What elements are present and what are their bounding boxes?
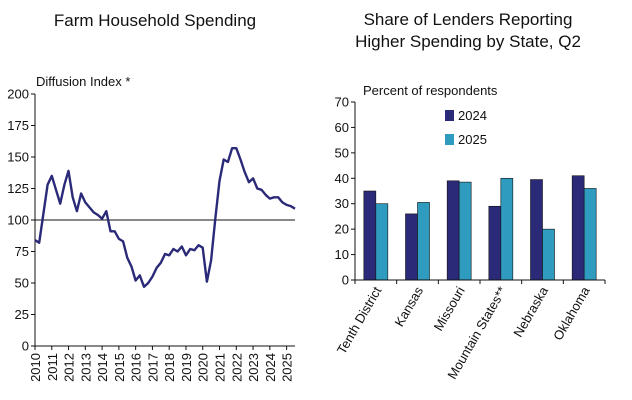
y-tick-label: 0 xyxy=(22,339,29,354)
bar-chart-title-line-2: Higher Spending by State, Q2 xyxy=(355,32,581,51)
y-tick-label: 200 xyxy=(7,87,29,102)
line-chart-x-axis: 2010 2011 2012 2013 2014 2015 2016 2017 2018 2019… xyxy=(28,345,295,382)
x-tick-label: 2017 xyxy=(145,353,160,382)
x-tick-label: 2024 xyxy=(263,353,278,382)
bar-2024-kansas xyxy=(405,213,418,281)
y-tick-label: 30 xyxy=(335,196,349,211)
x-tick-label: 2014 xyxy=(95,353,110,382)
y-tick-label: 20 xyxy=(335,222,349,237)
bar-2024-oklahoma xyxy=(571,175,585,281)
category-label: Nebraska xyxy=(510,283,551,339)
line-chart-ylabel: Diffusion Index * xyxy=(36,74,130,89)
bar-chart-ylabel: Percent of respondents xyxy=(363,83,498,98)
y-tick-label: 100 xyxy=(7,213,29,228)
bar-2024-tenth-district xyxy=(363,190,377,281)
x-tick-label: 2023 xyxy=(246,353,261,382)
bar-chart-title-line-1: Share of Lenders Reporting xyxy=(364,10,573,29)
x-tick-label: 2022 xyxy=(229,353,244,382)
x-tick-label: 2015 xyxy=(112,353,127,382)
y-tick-label: 70 xyxy=(335,95,349,110)
y-tick-label: 60 xyxy=(335,120,349,135)
series-line-farm-household-spending xyxy=(34,147,296,288)
bar-group xyxy=(363,175,597,281)
bar-2025-oklahoma xyxy=(583,188,597,281)
x-tick-label: 2013 xyxy=(78,353,93,382)
category-label: Oklahoma xyxy=(550,283,593,342)
y-tick-label: 0 xyxy=(342,273,349,288)
bar-2024-nebraska xyxy=(530,179,543,281)
bar-2025-nebraska xyxy=(542,228,555,281)
y-tick-label: 150 xyxy=(7,150,29,165)
x-tick-label: 2012 xyxy=(62,353,77,382)
legend: 2024 2025 xyxy=(445,108,487,147)
legend-swatch-2025 xyxy=(445,134,454,145)
legend-label-2025: 2025 xyxy=(458,132,487,147)
category-label: Kansas xyxy=(391,284,426,329)
y-tick-label: 50 xyxy=(335,145,349,160)
x-tick-label: 2018 xyxy=(162,353,177,382)
x-tick-label: 2016 xyxy=(129,353,144,382)
x-tick-label: 2019 xyxy=(179,353,194,382)
bar-2025-missouri xyxy=(458,181,472,281)
legend-swatch-2024 xyxy=(445,110,454,121)
x-tick-label: 2025 xyxy=(280,353,295,382)
line-chart-y-axis: 0 25 50 75 100 125 150 175 200 xyxy=(7,87,36,354)
x-tick-label: 2020 xyxy=(196,353,211,382)
y-tick-label: 10 xyxy=(335,247,349,262)
bar-2025-kansas xyxy=(417,202,430,281)
x-tick-label: 2010 xyxy=(28,353,43,382)
legend-label-2024: 2024 xyxy=(458,108,487,123)
bar-chart-y-axis: 0 10 20 30 40 50 60 70 xyxy=(335,95,356,288)
bar-2025-mountain-states xyxy=(500,177,514,281)
bar-2025-tenth-district xyxy=(375,203,389,281)
y-tick-label: 50 xyxy=(15,276,29,291)
y-tick-label: 175 xyxy=(7,118,29,133)
y-tick-label: 75 xyxy=(15,244,29,259)
category-label: Tenth District xyxy=(334,284,385,357)
bar-2024-mountain-states xyxy=(488,205,502,281)
y-tick-label: 125 xyxy=(7,181,29,196)
x-tick-label: 2021 xyxy=(213,353,228,382)
line-series-group xyxy=(34,147,296,288)
bar-chart: Share of Lenders Reporting Higher Spendi… xyxy=(334,10,606,382)
line-chart: Farm Household Spending Diffusion Index … xyxy=(7,11,296,382)
bar-2024-missouri xyxy=(446,180,460,281)
line-chart-title: Farm Household Spending xyxy=(54,11,256,30)
y-tick-label: 25 xyxy=(15,307,29,322)
x-tick-label: 2011 xyxy=(45,353,60,381)
category-label: Missouri xyxy=(431,284,468,334)
y-tick-label: 40 xyxy=(335,171,349,186)
